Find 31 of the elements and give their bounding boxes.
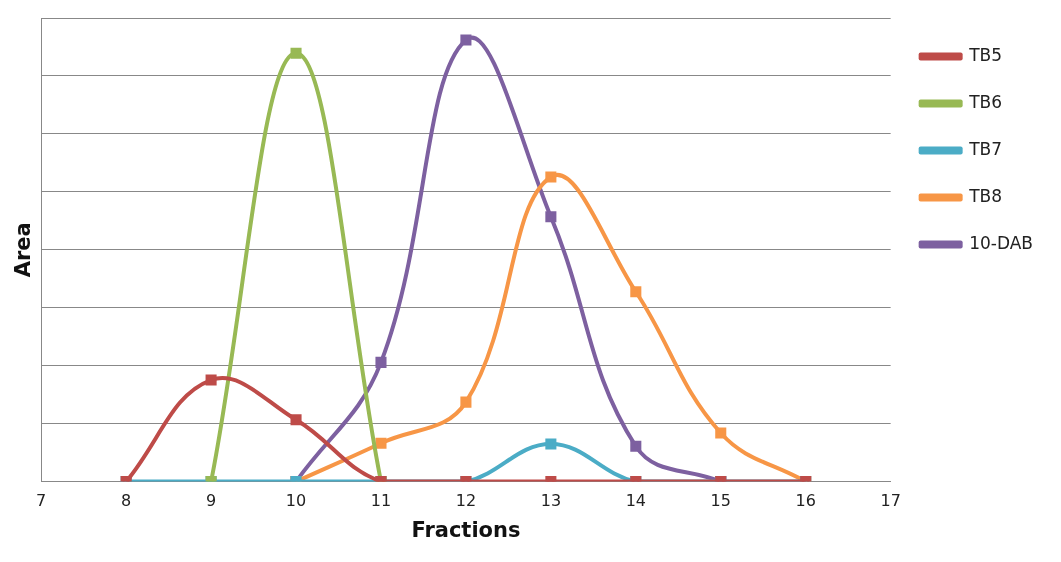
point xyxy=(545,171,557,183)
point xyxy=(290,47,302,59)
point xyxy=(545,211,557,223)
x-tick-label: 11 xyxy=(370,491,392,511)
point xyxy=(375,356,387,368)
x-tick-label: 7 xyxy=(36,491,47,511)
x-tick-label: 14 xyxy=(625,491,646,511)
legend-label: 10-DAB xyxy=(969,232,1034,253)
x-tick-label: 8 xyxy=(121,491,132,511)
legend-label: TB7 xyxy=(968,138,1003,159)
point xyxy=(290,414,302,426)
legend-label: TB5 xyxy=(968,44,1003,65)
point xyxy=(715,427,727,439)
x-tick-label: 9 xyxy=(206,491,217,511)
x-tick-label: 15 xyxy=(710,491,731,511)
y-axis-title: Area xyxy=(11,222,36,278)
legend-label: TB6 xyxy=(968,91,1003,112)
x-tick-label: 10 xyxy=(285,491,307,511)
point xyxy=(205,374,217,386)
point xyxy=(630,286,642,298)
point xyxy=(545,438,557,450)
point xyxy=(460,34,472,46)
x-tick-label: 13 xyxy=(540,491,562,511)
x-tick-label: 12 xyxy=(455,491,477,511)
x-tick-label: 17 xyxy=(880,491,901,511)
x-axis-title: Fractions xyxy=(411,517,521,542)
x-tick-label: 16 xyxy=(795,491,816,511)
point xyxy=(375,437,387,449)
legend-label: TB8 xyxy=(968,185,1003,206)
point xyxy=(630,440,642,452)
point xyxy=(460,396,472,408)
